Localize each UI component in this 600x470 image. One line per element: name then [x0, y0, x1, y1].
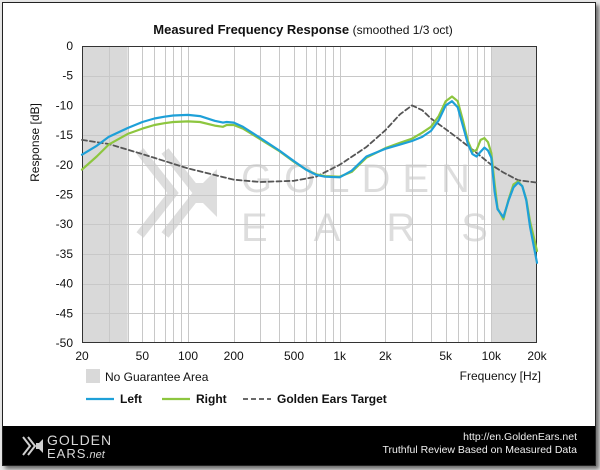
- plot-area: [82, 46, 537, 343]
- chart-title: Measured Frequency Response (smoothed 1/…: [153, 22, 452, 37]
- footer-tagline: Truthful Review Based on Measured Data: [382, 444, 577, 456]
- footer-bar: GOLDEN EARS.net http://en.GoldenEars.net…: [3, 426, 595, 465]
- x-tick-label: 1k: [333, 349, 347, 363]
- y-tick-label: -5: [62, 69, 73, 83]
- legend-no-guarantee-swatch: [86, 369, 100, 383]
- series-line-left: [80, 100, 539, 264]
- no-guarantee-area-1: [82, 46, 128, 343]
- legend-no-guarantee-label: No Guarantee Area: [105, 370, 209, 384]
- ear-logo-icon: [22, 436, 43, 456]
- legend-label-golden-ears-target: Golden Ears Target: [277, 392, 387, 406]
- series-line-golden-ears-target: [81, 104, 538, 184]
- x-tick-label: 20k: [527, 349, 547, 363]
- chart-title-main: Measured Frequency Response: [153, 22, 352, 37]
- chart-subtitle: (smoothed 1/3 oct): [353, 23, 453, 37]
- y-tick-label: -25: [56, 188, 74, 202]
- x-tick-label: 100: [178, 349, 198, 363]
- x-tick-label: 50: [136, 349, 150, 363]
- y-tick-label: -40: [56, 277, 74, 291]
- y-tick-label: -15: [56, 128, 74, 142]
- footer-logo-ears-text: EARS: [47, 446, 87, 461]
- x-tick-label: 5k: [439, 349, 453, 363]
- x-axis-label: Frequency [Hz]: [460, 369, 541, 383]
- y-axis-label: Response [dB]: [28, 103, 42, 182]
- x-tick-label: 200: [224, 349, 244, 363]
- grid-lines: [82, 46, 537, 343]
- footer-url[interactable]: http://en.GoldenEars.net: [463, 431, 577, 443]
- y-tick-label: -10: [56, 98, 74, 112]
- footer-logo-net: .net: [86, 449, 105, 461]
- no-guarantee-area-2: [491, 46, 537, 343]
- y-tick-label: -35: [56, 247, 74, 261]
- y-tick-label: -20: [56, 158, 74, 172]
- plot-border: [82, 46, 537, 343]
- watermark-speaker-icon: [193, 183, 203, 203]
- watermark-ears-text: EARS: [241, 206, 534, 250]
- x-tick-label: 20: [75, 349, 89, 363]
- y-tick-label: -50: [56, 336, 74, 350]
- legend-label-left: Left: [120, 392, 142, 406]
- x-tick-label: 10k: [482, 349, 502, 363]
- y-tick-label: 0: [66, 39, 73, 53]
- x-tick-label: 2k: [379, 349, 393, 363]
- footer-logo-golden: GOLDEN: [47, 432, 113, 448]
- footer-logo: GOLDEN EARS.net: [17, 431, 137, 461]
- chart-frame: Measured Frequency Response (smoothed 1/…: [2, 2, 596, 466]
- x-tick-label: 500: [284, 349, 304, 363]
- watermark-speaker-icon: [203, 169, 217, 217]
- y-tick-label: -45: [56, 306, 74, 320]
- footer-logo-ears: EARS.net: [47, 446, 105, 461]
- frequency-response-chart: Measured Frequency Response (smoothed 1/…: [28, 22, 548, 406]
- legend-label-right: Right: [196, 392, 227, 406]
- y-tick-label: -30: [56, 217, 74, 231]
- footer-info: http://en.GoldenEars.net Truthful Review…: [382, 431, 577, 457]
